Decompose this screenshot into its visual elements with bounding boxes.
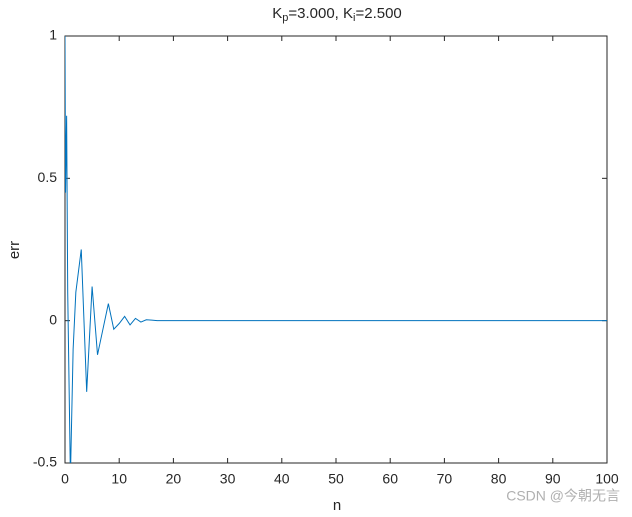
x-tick-label: 70 bbox=[437, 471, 453, 487]
y-axis-label: err bbox=[6, 241, 23, 259]
title-subscript: p bbox=[282, 12, 288, 24]
x-tick-label: 40 bbox=[274, 471, 290, 487]
x-tick-label: 10 bbox=[111, 471, 127, 487]
title-text: =3.000, K bbox=[288, 5, 353, 22]
y-tick-label: 0 bbox=[49, 311, 57, 327]
x-tick-label: 90 bbox=[545, 471, 561, 487]
x-tick-label: 0 bbox=[61, 471, 69, 487]
chart-title: Kp=3.000, Ki=2.500 bbox=[272, 5, 402, 24]
x-tick-label: 30 bbox=[220, 471, 236, 487]
x-tick-label: 100 bbox=[595, 471, 619, 487]
title-subscript: i bbox=[353, 12, 355, 24]
x-tick-label: 50 bbox=[328, 471, 344, 487]
title-text: =2.500 bbox=[355, 5, 401, 22]
x-tick-label: 60 bbox=[382, 471, 398, 487]
x-tick-label: 20 bbox=[166, 471, 182, 487]
title-text: K bbox=[272, 5, 282, 22]
x-tick-label: 80 bbox=[491, 471, 507, 487]
watermark: CSDN @今朝无言 bbox=[506, 488, 620, 504]
y-tick-label: 0.5 bbox=[38, 169, 58, 185]
x-axis-label: n bbox=[333, 497, 341, 514]
y-tick-label: 1 bbox=[49, 27, 57, 43]
data-line bbox=[65, 36, 607, 463]
y-tick-label: -0.5 bbox=[33, 454, 57, 470]
axes-box bbox=[64, 35, 608, 464]
